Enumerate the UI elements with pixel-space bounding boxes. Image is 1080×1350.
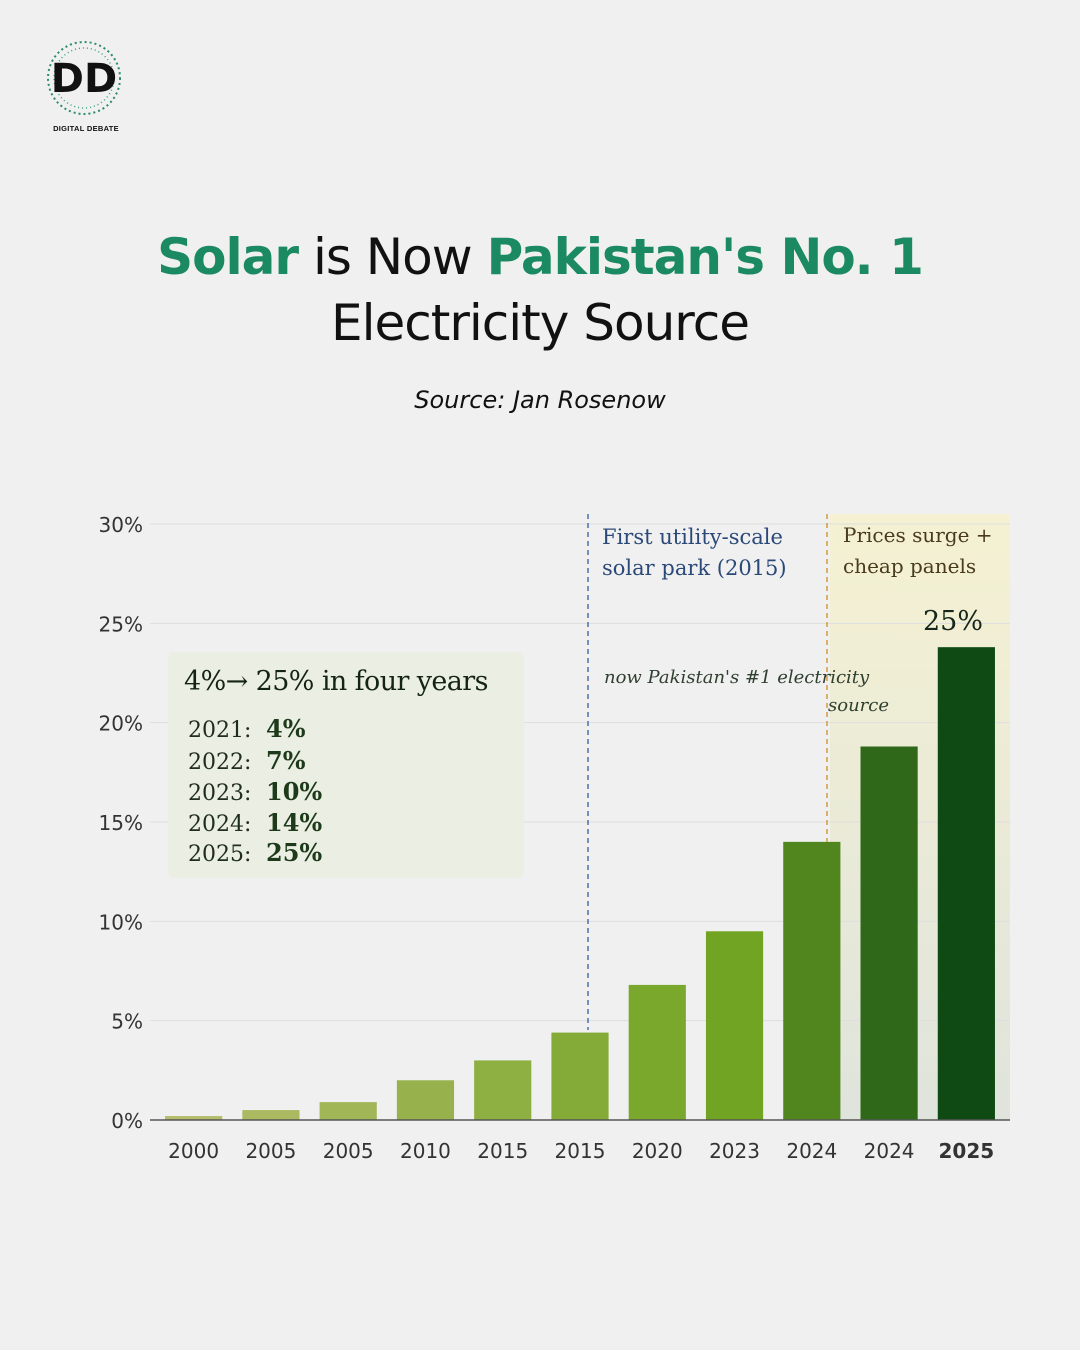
logo-letters: DD [51,56,117,102]
title-line-2: Electricity Source [331,294,750,352]
y-tick-label: 25% [99,612,143,636]
callout-value: 14% [266,808,323,837]
callout-year: 2023: [188,781,252,806]
marker2-label-line1: Prices surge + [843,523,993,547]
title-pakistan: Pakistan's No. 1 [486,228,924,286]
x-tick-label: 2005 [245,1139,296,1163]
bar [937,647,995,1120]
bar [242,1110,300,1120]
x-tick-label: 2023 [709,1139,760,1163]
callout-value: 7% [266,746,306,775]
callout-row: 2023: 10% [188,777,322,806]
callout-row: 2024: 14% [188,808,322,837]
y-tick-label: 15% [99,811,143,835]
bar [319,1102,377,1120]
x-tick-label: 2010 [400,1139,451,1163]
callout-year: 2025: [188,842,252,867]
title-line-1: Solar is Now Pakistan's No. 1 [0,224,1080,290]
bar [396,1080,455,1120]
logo-emblem: DD [47,41,121,115]
callout-value: 4% [266,714,306,743]
callout-value: 10% [266,777,323,806]
y-tick-label: 20% [99,712,143,736]
bar [551,1032,609,1120]
marker1-label-line1: First utility-scale [602,525,783,549]
bar [783,841,841,1120]
y-tick-label: 0% [111,1109,143,1133]
bar [628,984,686,1120]
page-title: Solar is Now Pakistan's No. 1 Electricit… [0,224,1080,356]
bar [165,1116,223,1120]
y-axis-ticks: 0% 5% 10% 15% 20% 25% 30% [99,513,143,1133]
x-tick-label: 2020 [632,1139,683,1163]
x-tick-label: 2015 [555,1139,606,1163]
title-middle: is Now [298,228,487,286]
brand-logo: DD DIGITAL DEBATE [40,40,140,135]
callout-row: 2025: 25% [188,838,322,867]
y-tick-label: 5% [111,1010,143,1034]
subnote-line1: now Pakistan's #1 electricity [604,667,870,688]
marker1-label-line2: solar park (2015) [602,556,787,580]
bar [705,931,764,1120]
bar [860,746,918,1120]
marker2-label-line2: cheap panels [843,554,976,578]
brand-name: DIGITAL DEBATE [53,124,119,133]
x-tick-label: 2000 [168,1139,219,1163]
callout-value: 25% [266,838,323,867]
bars [165,647,995,1120]
x-tick-label: 2024 [786,1139,837,1163]
x-tick-label: 2015 [477,1139,528,1163]
callout-box: 4%→ 25% in four years 2021: 4% 2022: 7% 20… [168,652,524,878]
last-bar-value-label: 25% [923,606,983,637]
y-tick-label: 30% [99,513,143,537]
callout-year: 2022: [188,750,252,775]
subnote-line2: source [828,695,889,716]
callout-row: 2021: 4% [188,714,306,743]
source-credit: Source: Jan Rosenow [414,386,666,414]
callout-title: 4%→ 25% in four years [184,666,488,697]
bar [474,1060,532,1120]
x-axis-ticks: 2000 2005 2005 2010 2015 2015 2020 2023 2024 2024… [168,1139,994,1163]
x-tick-label: 2024 [864,1139,915,1163]
x-tick-label: 2025 [939,1139,995,1163]
callout-row: 2022: 7% [188,746,306,775]
callout-year: 2024: [188,812,252,837]
callout-year: 2021: [188,718,252,743]
y-tick-label: 10% [99,910,143,934]
title-solar: Solar [157,228,299,286]
x-tick-label: 2005 [323,1139,374,1163]
